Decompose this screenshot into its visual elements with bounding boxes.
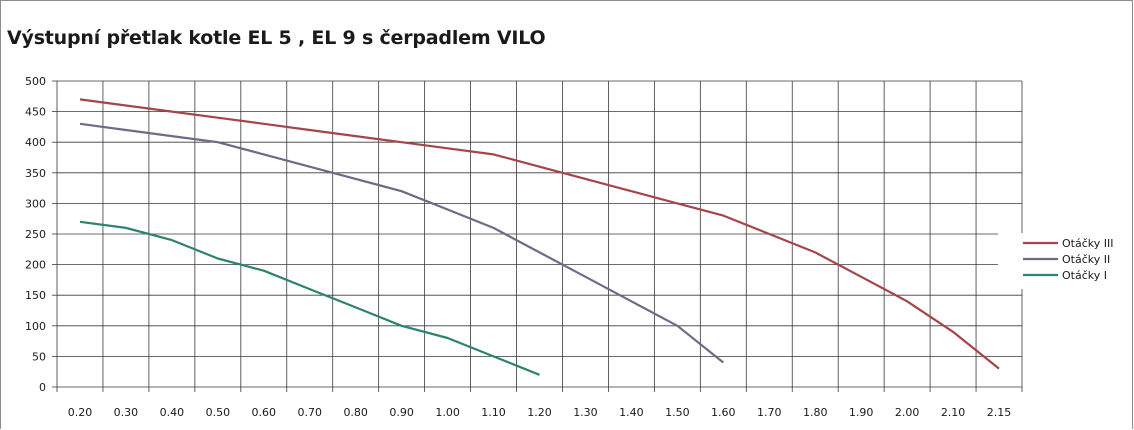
series-line-2 (79, 122, 724, 364)
x-tick-label: 0.80 (343, 406, 368, 419)
y-tick-label: 250 (25, 228, 46, 241)
x-tick-label: 0.60 (252, 406, 277, 419)
x-tick-label: 1.30 (573, 406, 598, 419)
x-tick-label: 1.00 (435, 406, 460, 419)
x-tick-label: 2.00 (895, 406, 920, 419)
legend-box (998, 233, 1130, 289)
y-tick-label: 400 (25, 136, 46, 149)
y-tick-label: 350 (25, 167, 46, 180)
series-line-1 (79, 98, 1000, 370)
legend-label: Otáčky III (1062, 237, 1113, 250)
y-tick-label: 300 (25, 197, 46, 210)
x-tick-label: 1.80 (803, 406, 828, 419)
x-tick-label: 0.20 (68, 406, 93, 419)
x-tick-label: 0.40 (160, 406, 185, 419)
y-tick-label: 100 (25, 320, 46, 333)
x-tick-label: 2.15 (987, 406, 1012, 419)
y-tick-label: 450 (25, 106, 46, 119)
x-tick-label: 1.20 (527, 406, 552, 419)
series-line-3 (79, 220, 540, 376)
x-tick-label: 1.90 (849, 406, 874, 419)
chart-title: Výstupní přetlak kotle EL 5 , EL 9 s čer… (7, 27, 546, 49)
grid (56, 80, 1023, 388)
y-tick-label: 200 (25, 259, 46, 272)
series-lines (79, 98, 1000, 376)
legend-label: Otáčky I (1062, 269, 1107, 282)
x-tick-label: 1.40 (619, 406, 644, 419)
y-tick-label: 150 (25, 289, 46, 302)
legend-label: Otáčky II (1062, 253, 1110, 266)
legend: Otáčky III Otáčky II Otáčky I (998, 233, 1130, 289)
x-tick-label: 1.60 (711, 406, 736, 419)
x-tick-label: 0.50 (206, 406, 231, 419)
axes: 0 50 100 150 200 250 300 350 400 450 500 0.20 0.30 0.… (25, 75, 1023, 419)
x-tick-label: 0.30 (114, 406, 139, 419)
x-tick-label: 0.70 (297, 406, 322, 419)
y-tick-label: 500 (25, 75, 46, 88)
y-tick-label: 50 (32, 350, 46, 363)
x-tick-label: 1.70 (757, 406, 782, 419)
x-tick-label: 0.90 (389, 406, 414, 419)
y-tick-label: 0 (39, 381, 46, 394)
x-tick-label: 2.10 (941, 406, 966, 419)
x-tick-label: 1.50 (665, 406, 690, 419)
x-tick-label: 1.10 (481, 406, 506, 419)
